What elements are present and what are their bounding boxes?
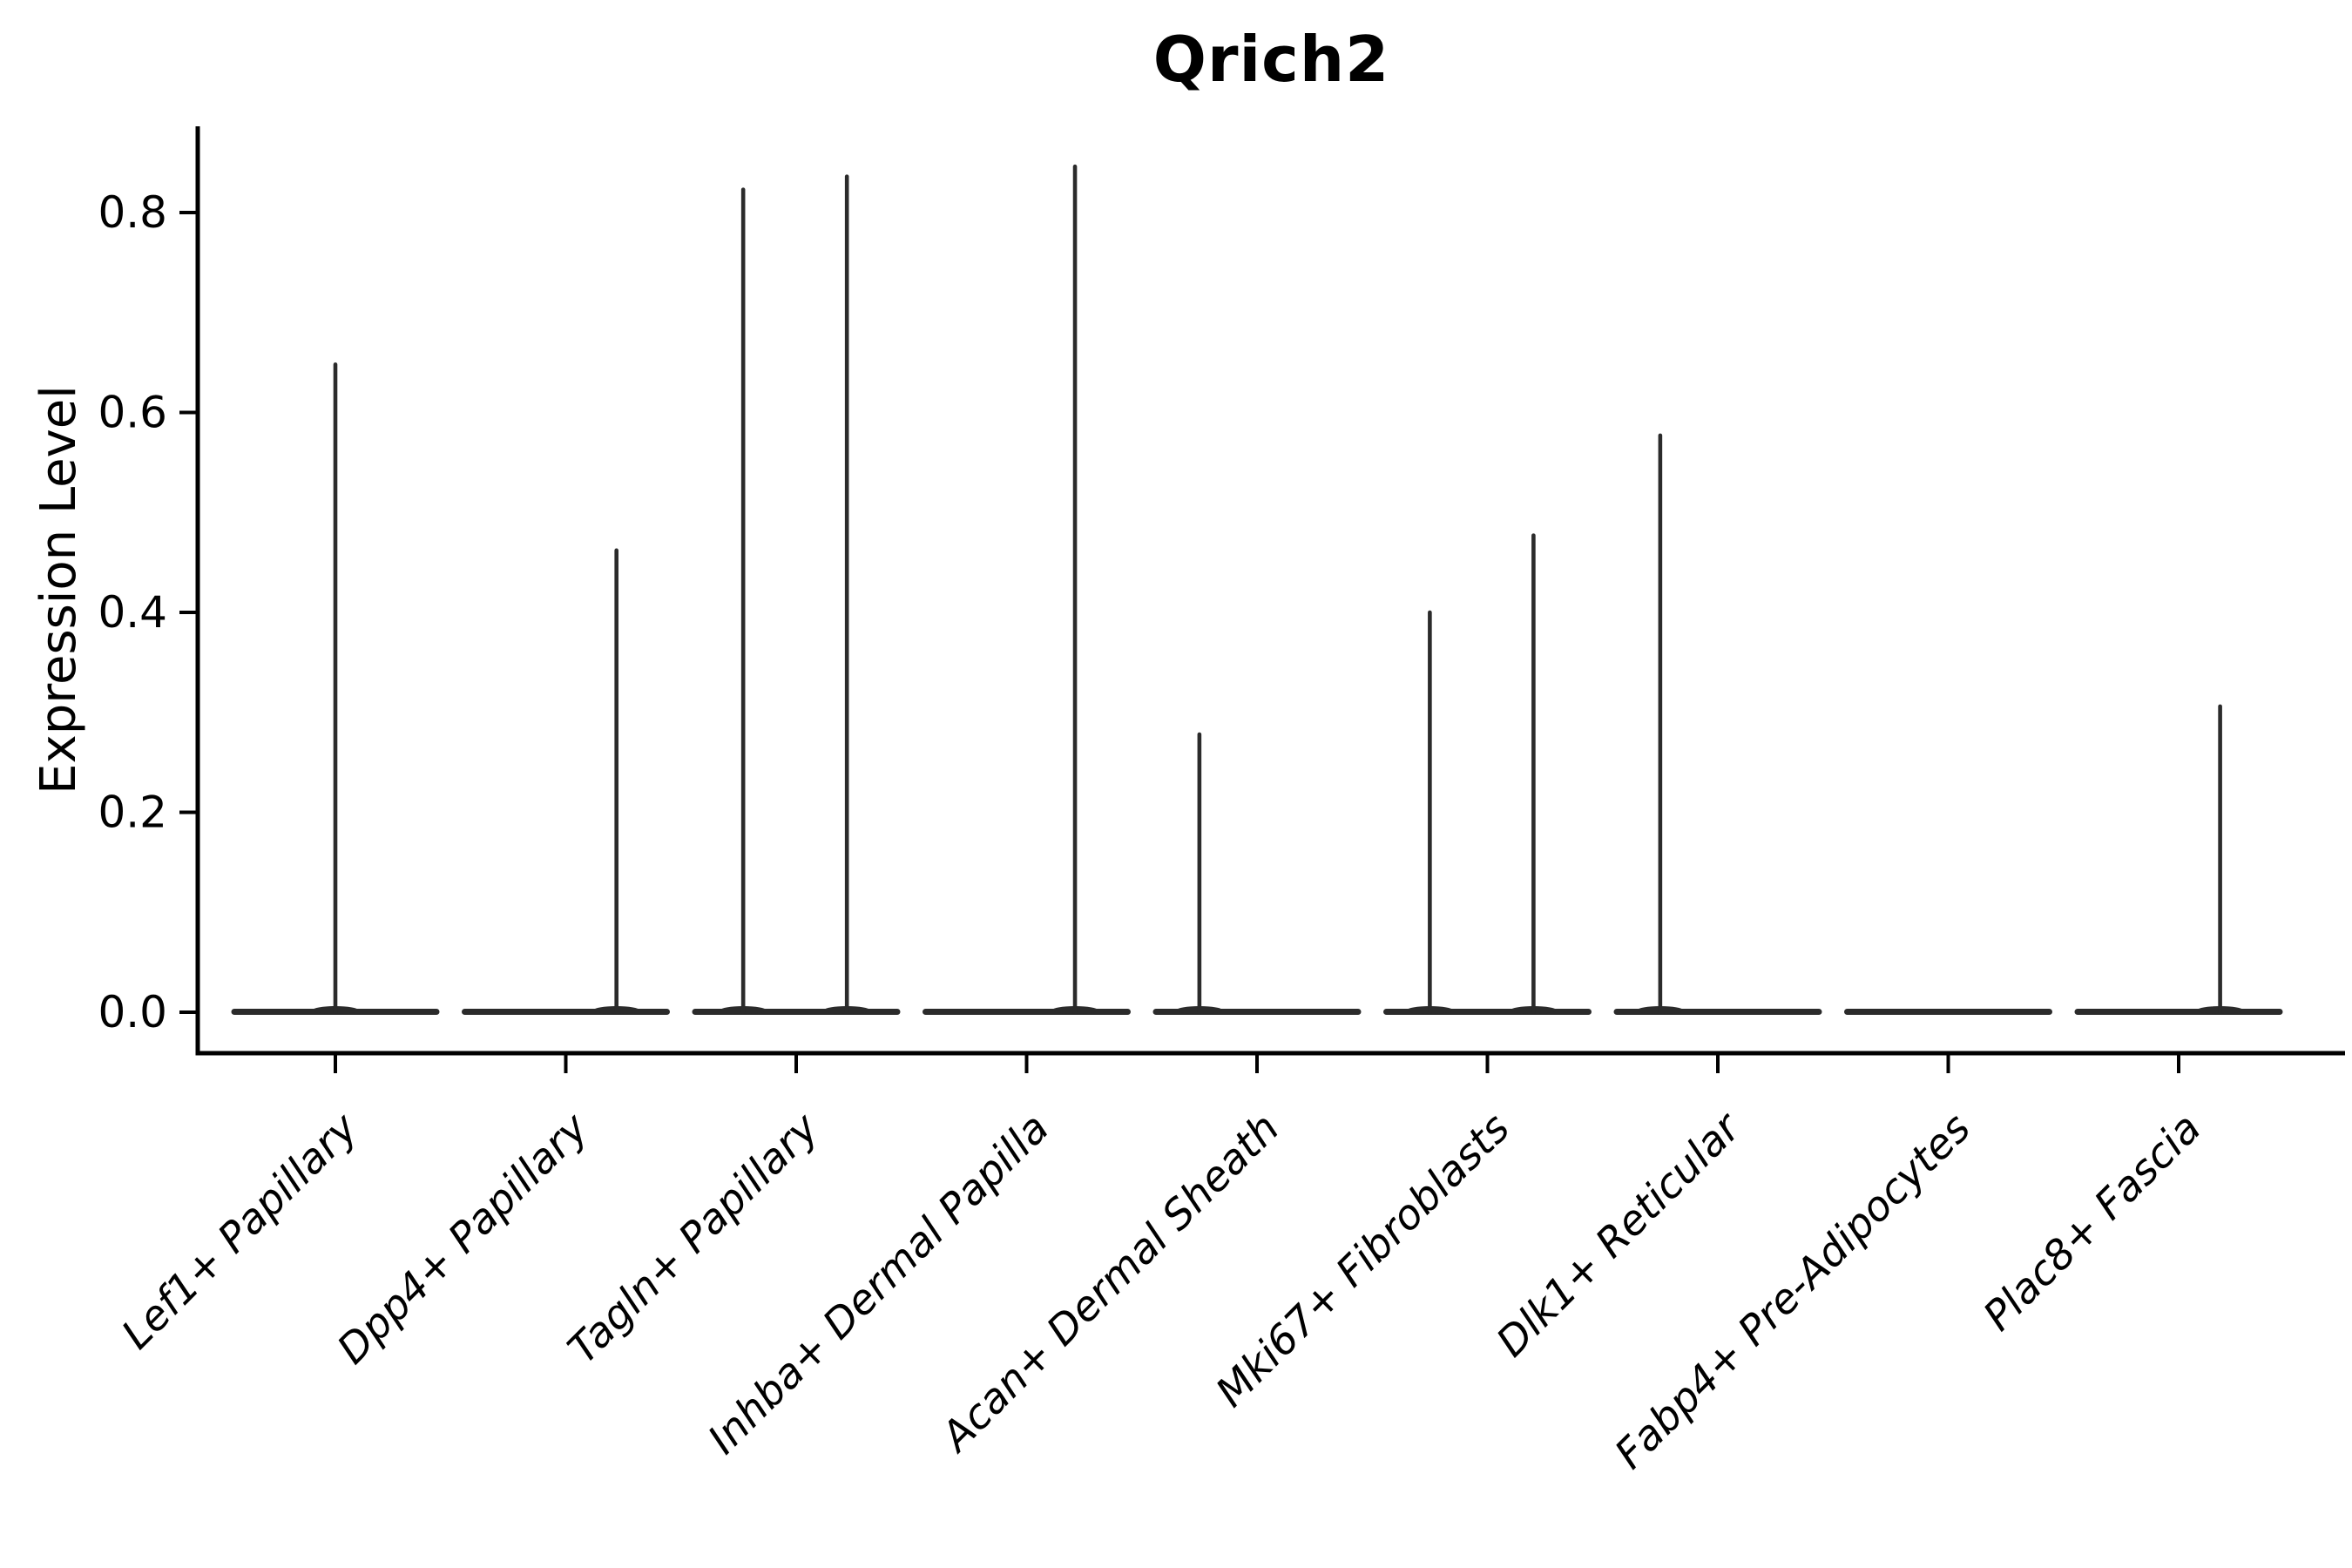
violin-max-spike [1428,610,1432,1014]
x-tick-label: Dlk1+ Reticular [1488,1103,1752,1367]
y-tick-label: 0.2 [98,787,167,838]
violin-max-spike [1197,732,1202,1014]
y-tick-label: 0.8 [98,187,167,238]
x-tick-label: Tagln+ Papillary [559,1104,829,1374]
y-tick-label: 0.6 [98,388,167,438]
violin-max-spike [2218,704,2222,1014]
x-tick-label: Lef1+ Papillary [112,1104,368,1359]
x-tick-label: Dpp4+ Papillary [328,1104,598,1374]
y-tick-label: 0.4 [98,587,167,638]
violin-max-spike [844,174,849,1014]
violin-baseline [2074,1009,2283,1015]
violin-baseline [923,1009,1131,1015]
violin-max-spike [1072,164,1078,1015]
plot-title: Qrich2 [1152,23,1390,96]
violin-max-spike [614,548,618,1014]
x-tick-label: Plac8+ Fascia [1974,1105,2210,1341]
violin-max-spike [740,187,746,1014]
violin-max-spike [1531,533,1536,1014]
violin-baseline [1844,1009,2052,1015]
violin-max-spike [333,362,338,1014]
violin-max-spike [1658,433,1663,1014]
y-tick-label: 0.0 [98,987,167,1037]
